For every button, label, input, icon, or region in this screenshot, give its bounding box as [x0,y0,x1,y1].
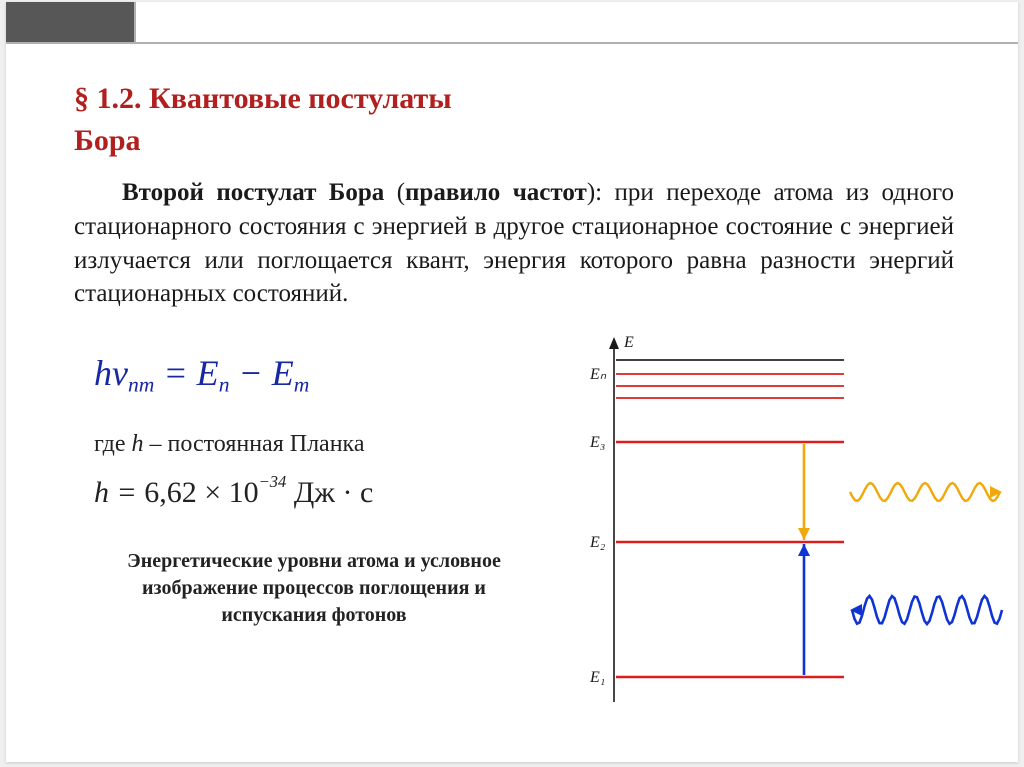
lower-area: hνnm = En − Em где h – постоянная Планка… [74,342,954,742]
content-area: § 1.2. Квантовые постулаты Бора Второй п… [74,78,954,311]
diagram-caption: Энергетические уровни атома и условное и… [94,548,534,629]
formula-h: h = 6,62 × 10−34 Дж · с [94,472,524,510]
title-line-2: Бора [74,124,141,157]
svg-text:E: E [623,334,634,351]
corner-decoration [6,2,136,44]
paragraph-body: Второй постулат Бора (правило частот): п… [74,176,954,311]
formula-block: hνnm = En − Em где h – постоянная Планка… [94,352,524,629]
svg-text:E₂: E₂ [589,534,606,551]
svg-text:E₃: E₃ [589,434,605,451]
section-title: § 1.2. Квантовые постулаты Бора [74,78,954,162]
title-line-1: § 1.2. Квантовые постулаты [74,82,452,115]
energy-level-diagram: E Eₙ E₃ E₂ E₁ [544,332,1004,732]
svg-text:Eₙ: Eₙ [589,366,607,383]
formula-hnu: hνnm = En − Em [94,352,524,397]
slide: § 1.2. Квантовые постулаты Бора Второй п… [6,2,1018,762]
svg-text:E₁: E₁ [589,669,605,686]
planck-label: где h – постоянная Планка [94,431,524,458]
horizontal-rule [6,42,1018,44]
